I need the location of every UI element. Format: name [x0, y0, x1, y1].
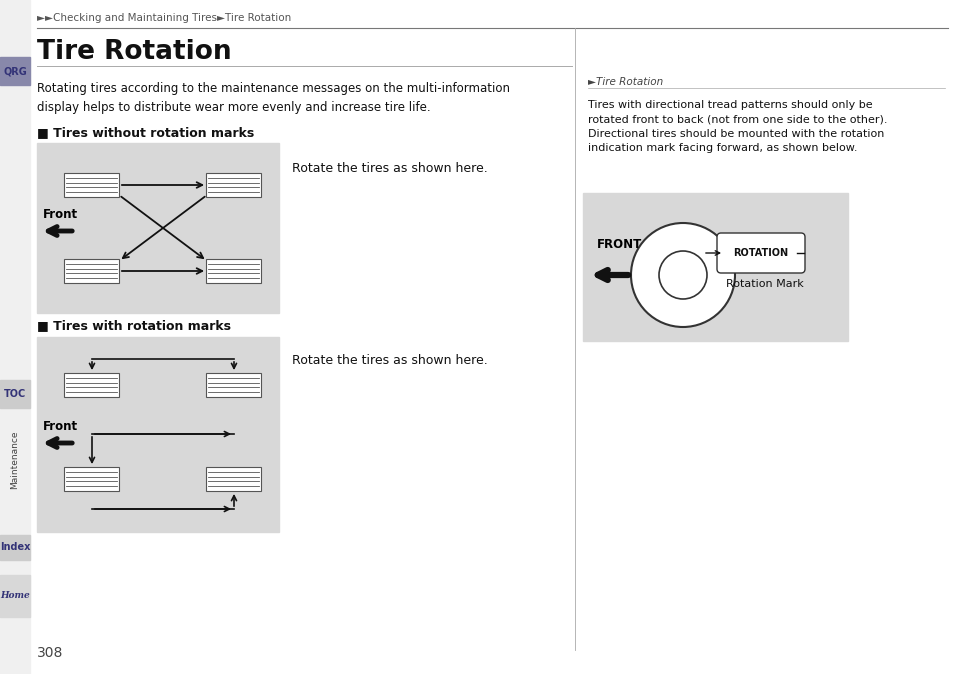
Bar: [206, 173, 261, 197]
Text: Tire Rotation: Tire Rotation: [37, 39, 232, 65]
Bar: [0, 575, 30, 617]
Bar: [582, 193, 847, 341]
FancyBboxPatch shape: [717, 233, 804, 273]
Bar: [0, 57, 30, 85]
Text: Rotate the tires as shown here.: Rotate the tires as shown here.: [292, 162, 487, 175]
Text: Front: Front: [43, 421, 78, 433]
Bar: [0, 380, 30, 408]
Text: Index: Index: [0, 542, 30, 552]
Circle shape: [630, 223, 734, 327]
Text: ►Tire Rotation: ►Tire Rotation: [587, 77, 662, 87]
Text: Rotating tires according to the maintenance messages on the multi-information
di: Rotating tires according to the maintena…: [37, 82, 510, 113]
Bar: [206, 467, 261, 491]
Bar: [206, 373, 261, 397]
Text: Tires with directional tread patterns should only be
rotated front to back (not : Tires with directional tread patterns sh…: [587, 100, 886, 153]
Text: TOC: TOC: [4, 389, 26, 399]
Bar: [65, 259, 119, 283]
Text: ■ Tires with rotation marks: ■ Tires with rotation marks: [37, 319, 231, 332]
Text: Rotate the tires as shown here.: Rotate the tires as shown here.: [292, 353, 487, 367]
Text: 308: 308: [37, 646, 63, 660]
Bar: [0, 535, 30, 560]
Text: ■ Tires without rotation marks: ■ Tires without rotation marks: [37, 127, 254, 140]
Bar: [65, 173, 119, 197]
Text: Maintenance: Maintenance: [10, 431, 19, 489]
Text: ROTATION: ROTATION: [733, 248, 788, 258]
Bar: [206, 259, 261, 283]
Text: ►►Checking and Maintaining Tires►Tire Rotation: ►►Checking and Maintaining Tires►Tire Ro…: [37, 13, 291, 23]
Bar: [37, 143, 278, 313]
Text: Front: Front: [43, 208, 78, 222]
Text: FRONT: FRONT: [597, 239, 641, 251]
Bar: [65, 467, 119, 491]
Text: QRG: QRG: [3, 66, 27, 76]
Bar: [0, 0, 30, 674]
Text: Home: Home: [0, 592, 30, 601]
Circle shape: [659, 251, 706, 299]
Bar: [37, 337, 278, 532]
Text: Rotation Mark: Rotation Mark: [725, 279, 803, 289]
Bar: [65, 373, 119, 397]
